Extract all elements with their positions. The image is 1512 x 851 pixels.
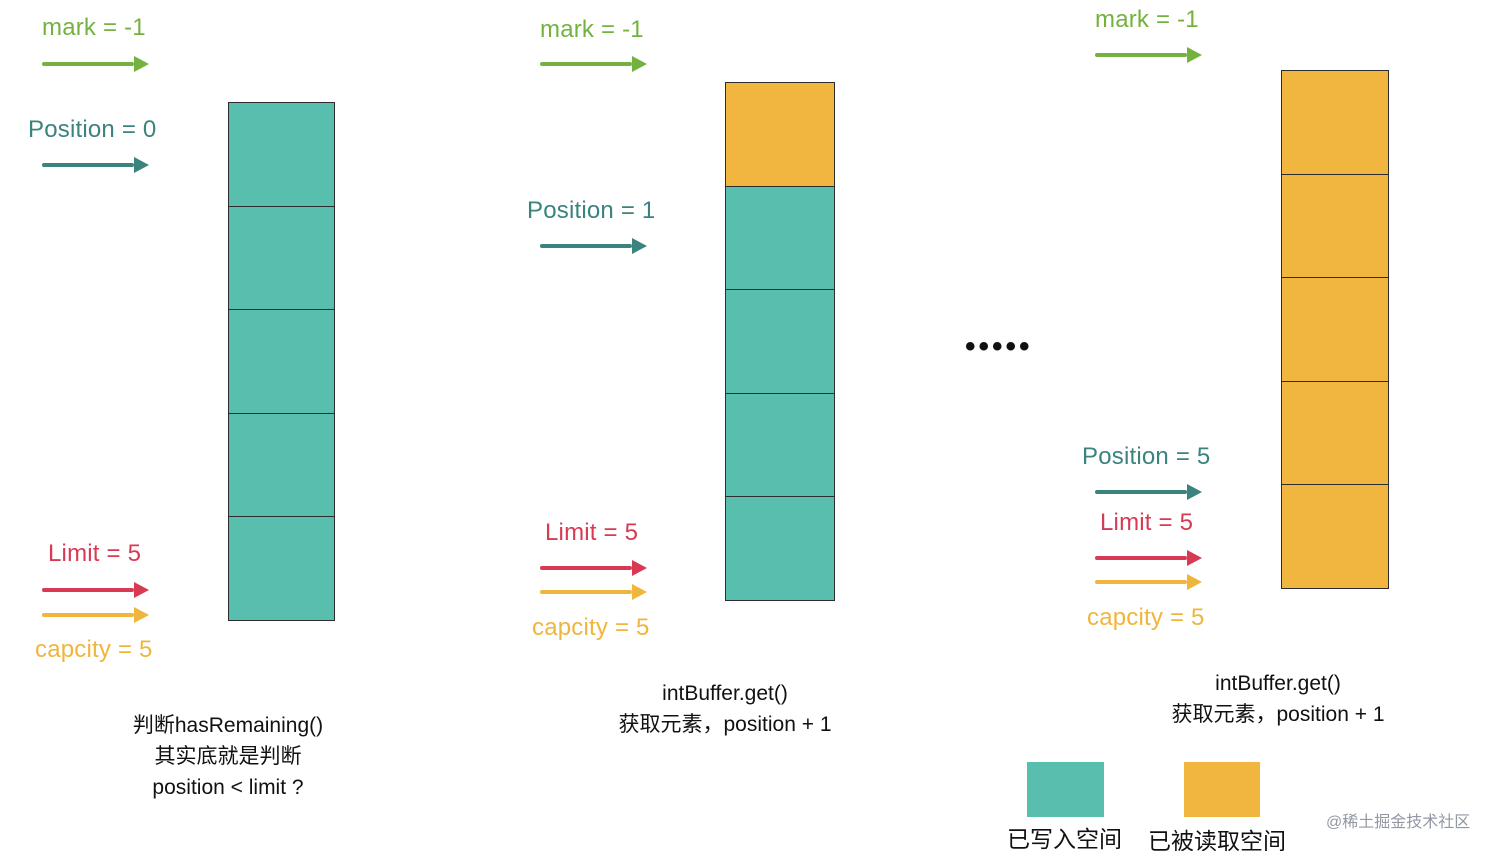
caption-line: 获取元素，position + 1 [1171, 703, 1385, 726]
caption-line: intBuffer.get() [662, 682, 788, 705]
mark-arrow-icon [42, 62, 134, 66]
limit-label: Limit = 5 [48, 540, 142, 567]
legend-swatch-read [1184, 762, 1260, 817]
mark-label: mark = -1 [1095, 6, 1199, 33]
buffer-cell [1281, 484, 1389, 589]
buffer-cell [228, 309, 335, 414]
panel-caption: intBuffer.get() 获取元素，position + 1 [1098, 668, 1458, 730]
mark-arrow-icon [1095, 53, 1187, 57]
caption-line: position < limit ? [152, 776, 304, 799]
limit-arrow-icon [42, 588, 134, 592]
caption-line: 获取元素，position + 1 [618, 713, 832, 736]
mark-arrow-icon [540, 62, 632, 66]
capacity-arrow-icon [540, 590, 632, 594]
buffer-column [1281, 70, 1389, 589]
buffer-cell [725, 392, 835, 498]
buffer-cell [725, 82, 835, 187]
buffer-column [725, 82, 835, 601]
capacity-label: capcity = 5 [532, 614, 650, 641]
buffer-cell [725, 185, 835, 291]
limit-arrow-icon [540, 566, 632, 570]
caption-line: 判断hasRemaining() [132, 714, 324, 737]
panel-caption: intBuffer.get() 获取元素，position + 1 [548, 678, 902, 740]
buffer-column [228, 102, 335, 621]
position-arrow-icon [42, 163, 134, 167]
position-label: Position = 0 [28, 116, 157, 143]
caption-line: intBuffer.get() [1215, 672, 1341, 695]
buffer-cell [1281, 380, 1389, 486]
buffer-cell [725, 496, 835, 601]
limit-label: Limit = 5 [1100, 509, 1194, 536]
mark-label: mark = -1 [540, 16, 644, 43]
watermark-text: @稀土掘金技术社区 [1326, 814, 1471, 831]
legend-label-written: 已写入空间 [1007, 826, 1122, 851]
buffer-cell [228, 102, 335, 207]
panel-caption: 判断hasRemaining() 其实底就是判断 position < limi… [58, 710, 398, 803]
capacity-label: capcity = 5 [35, 636, 153, 663]
buffer-cell [1281, 70, 1389, 175]
buffer-cell [1281, 277, 1389, 382]
legend-label-read: 已被读取空间 [1148, 828, 1286, 851]
limit-arrow-icon [1095, 556, 1187, 560]
position-arrow-icon [1095, 490, 1187, 494]
buffer-cell [228, 205, 335, 311]
buffer-cell [725, 289, 835, 394]
mark-label: mark = -1 [42, 14, 146, 41]
limit-label: Limit = 5 [545, 519, 639, 546]
buffer-cell [228, 412, 335, 518]
buffer-cell [1281, 173, 1389, 279]
position-label: Position = 5 [1082, 443, 1211, 470]
capacity-label: capcity = 5 [1087, 604, 1205, 631]
caption-line: 其实底就是判断 [154, 745, 302, 768]
position-label: Position = 1 [527, 197, 656, 224]
ellipsis-dots: ••••• [965, 330, 1033, 363]
capacity-arrow-icon [42, 613, 134, 617]
position-arrow-icon [540, 244, 632, 248]
buffer-cell [228, 516, 335, 621]
capacity-arrow-icon [1095, 580, 1187, 584]
legend-swatch-written [1027, 762, 1104, 817]
